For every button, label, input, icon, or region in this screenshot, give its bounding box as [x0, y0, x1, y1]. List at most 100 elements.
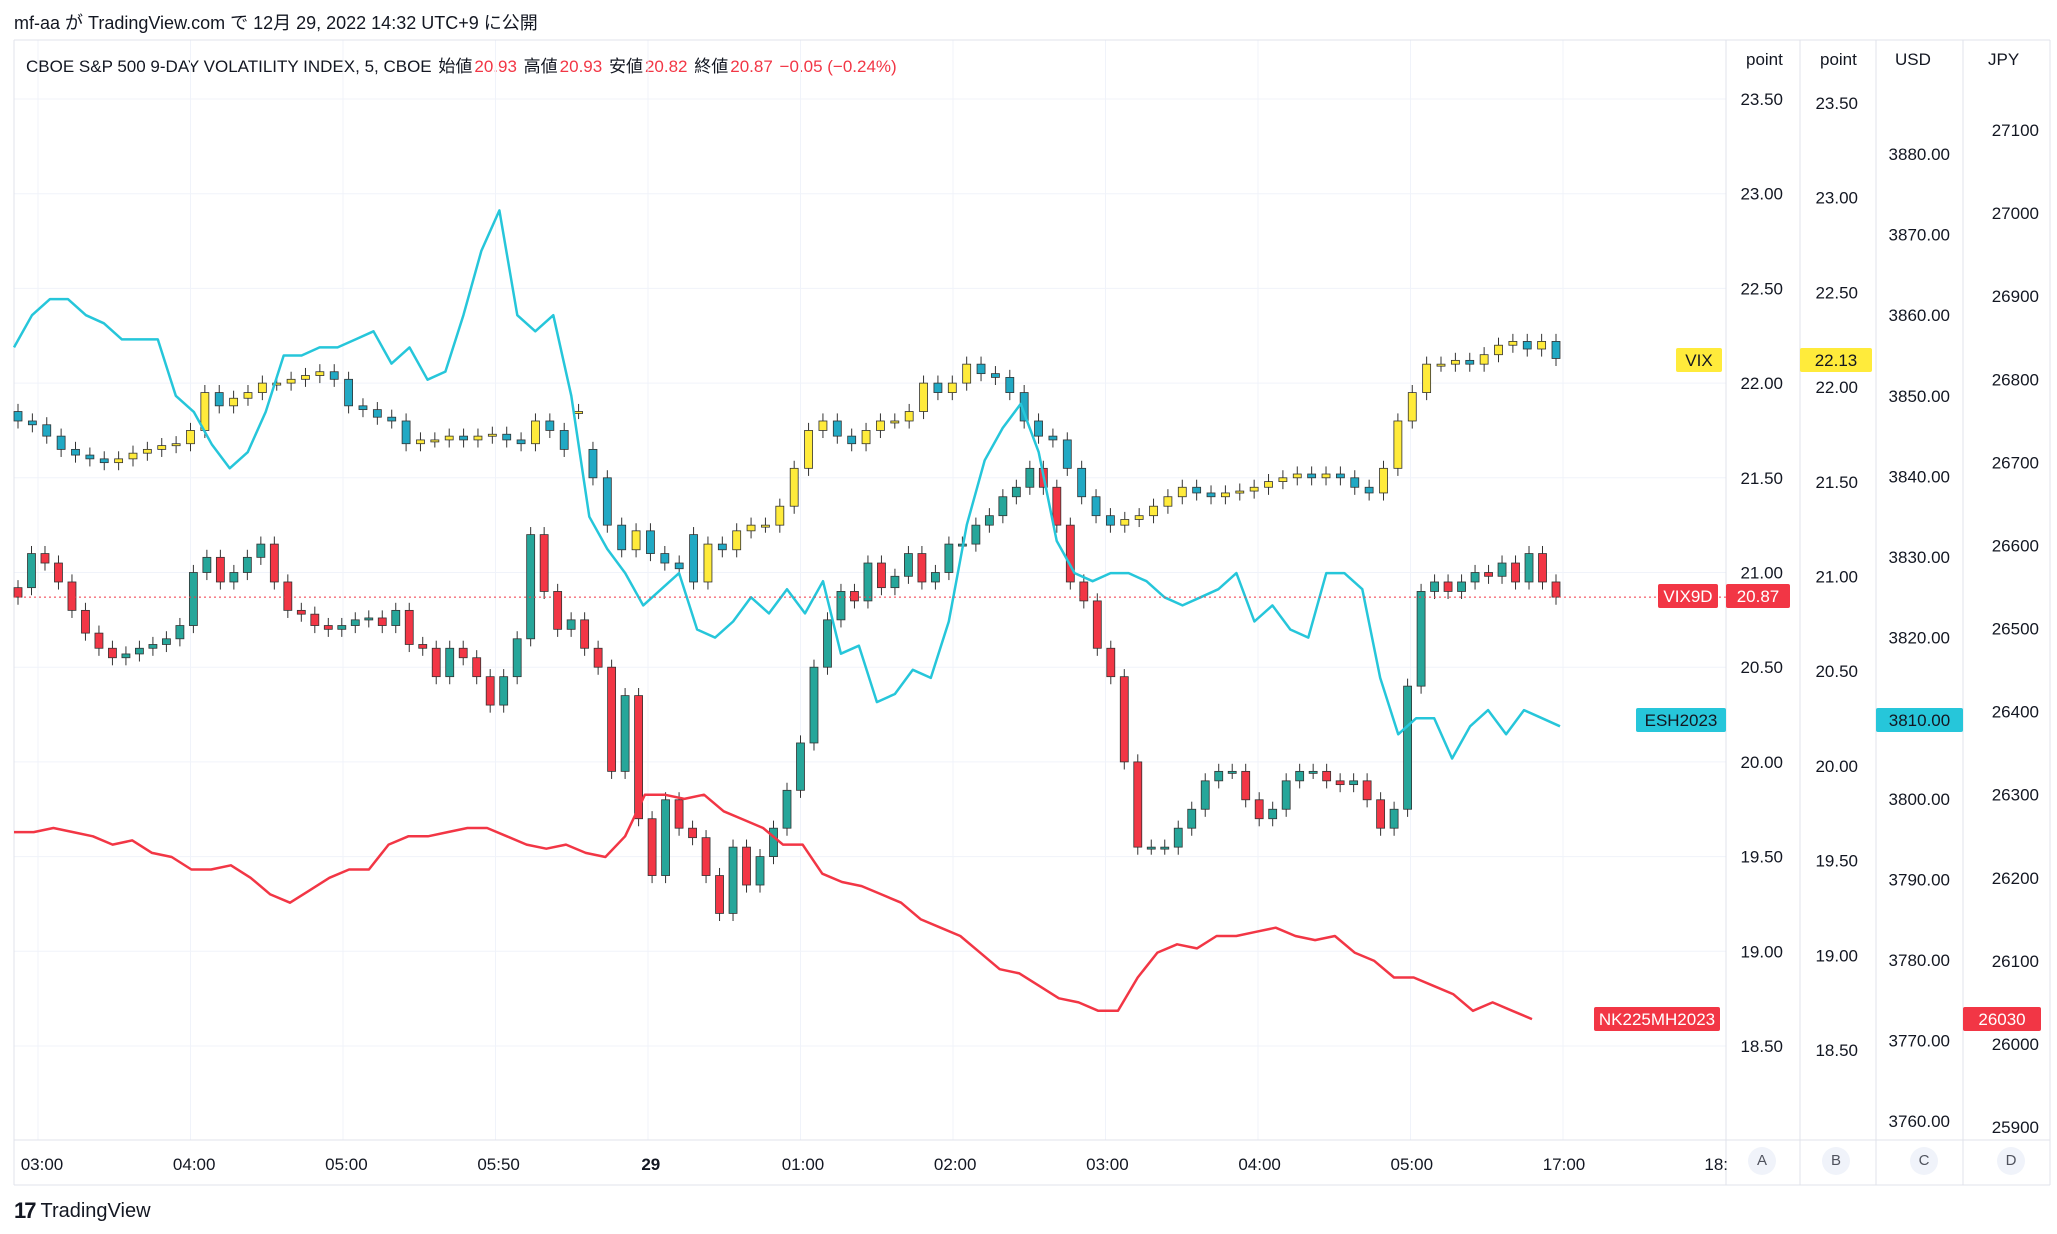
- vix9d-candle: [13, 587, 23, 598]
- vix-candle: [574, 411, 583, 414]
- scale-d-tick: 26300: [1992, 786, 2039, 805]
- time-axis-tick: 04:00: [1238, 1155, 1281, 1174]
- time-axis-tick: 03:00: [1086, 1155, 1129, 1174]
- vix-name-tag: VIX: [1685, 351, 1712, 370]
- vix-candle: [976, 363, 986, 375]
- vix-candle: [1508, 341, 1518, 346]
- vix9d-candle: [1497, 562, 1507, 577]
- vix-candle: [157, 445, 167, 450]
- vix9d-candle: [40, 553, 50, 564]
- vix9d-candle: [1416, 591, 1426, 687]
- vix-candle: [689, 534, 698, 583]
- vix9d-candle: [580, 619, 590, 649]
- scale-a-button[interactable]: A: [1748, 1147, 1776, 1175]
- vix9d-candle: [188, 572, 198, 626]
- vix-candle: [703, 543, 713, 583]
- scale-d-tick: 26900: [1992, 287, 2039, 306]
- vix9d-candle: [418, 644, 428, 649]
- time-axis-tick: 05:00: [325, 1155, 368, 1174]
- vix9d-candle: [1295, 770, 1305, 782]
- scale-a-tick: 18.50: [1740, 1037, 1783, 1056]
- vix9d-candle: [917, 553, 927, 583]
- vix-candle: [1522, 341, 1532, 350]
- vix-candle: [646, 530, 655, 554]
- vix9d-candle: [1389, 808, 1399, 829]
- scale-c-tick: 3770.00: [1889, 1032, 1950, 1051]
- vix-candle: [789, 467, 799, 507]
- vix-candle: [473, 435, 483, 441]
- scale-d-button[interactable]: D: [1997, 1147, 2025, 1175]
- scale-d-unit: JPY: [1988, 50, 2020, 69]
- vix-candle: [286, 378, 296, 384]
- scale-c-tick: 3880.00: [1889, 145, 1950, 164]
- vix-candle: [1077, 467, 1087, 498]
- vix9d-candle: [1254, 799, 1264, 820]
- vix-candle: [416, 439, 425, 445]
- vix-candle: [1062, 439, 1072, 469]
- vix-price-tag-bg: [1800, 348, 1872, 372]
- scale-b-tick: 23.00: [1815, 189, 1858, 208]
- vix-candle: [890, 420, 900, 424]
- vix9d-candle: [404, 609, 414, 645]
- vix9d-candle: [431, 647, 441, 678]
- scale-a-unit: point: [1746, 50, 1783, 69]
- vix-candle: [1134, 515, 1144, 520]
- scale-b-button[interactable]: B: [1822, 1147, 1850, 1175]
- vix-candle: [99, 458, 109, 464]
- vix-candle: [1235, 490, 1245, 494]
- vix9d-candle: [769, 827, 778, 858]
- vix9d-candle: [148, 644, 158, 649]
- scale-d-tick: 26800: [1992, 370, 2039, 389]
- vix9d-candle: [67, 581, 77, 611]
- vix9d-candle: [269, 543, 279, 583]
- vix-candle: [214, 392, 224, 407]
- vix9d-candle: [229, 572, 239, 583]
- legend-change: −0.05 (−0.24%): [779, 57, 897, 76]
- scale-a-tick: 19.00: [1740, 942, 1783, 961]
- scale-a-tick: 23.00: [1740, 185, 1783, 204]
- vix-candle: [1278, 477, 1288, 482]
- vix-candle: [1192, 486, 1202, 494]
- vix-candle: [962, 363, 972, 384]
- vix9d-candle: [323, 625, 333, 630]
- vix-candle: [1407, 392, 1417, 422]
- scale-d-tick: 26700: [1992, 453, 2039, 472]
- vix9d-candle: [391, 609, 401, 626]
- vix-candle: [85, 454, 95, 460]
- tradingview-logo[interactable]: 17 TradingView: [14, 1198, 151, 1224]
- scale-d-tick: 26200: [1992, 869, 2039, 888]
- vix9d-candle: [162, 638, 171, 645]
- vix9d-candle: [458, 647, 468, 659]
- vix-candle: [1321, 473, 1331, 479]
- vix-candle: [257, 382, 267, 393]
- vix9d-candle: [1106, 647, 1116, 678]
- vix9d-candle: [661, 799, 670, 876]
- legend-high: 20.93: [559, 57, 603, 76]
- vix-candle: [1206, 492, 1216, 498]
- vix-candle: [344, 378, 353, 407]
- vix-candle: [301, 375, 310, 380]
- esh2023-line: [12, 209, 1561, 760]
- vix9d-candle: [1160, 846, 1170, 850]
- vix-candle: [1221, 492, 1230, 498]
- vix-candle: [559, 430, 569, 450]
- vix9d-candle: [1322, 770, 1332, 782]
- scale-c-unit: USD: [1895, 50, 1931, 69]
- vix9d-candle: [202, 556, 212, 573]
- vix-candle: [487, 433, 497, 437]
- vix9d-candle: [566, 619, 576, 630]
- vix9d-candle: [1052, 486, 1062, 526]
- vix9d-candle: [1430, 581, 1439, 592]
- scale-d-tick: 26100: [1992, 952, 2039, 971]
- vix9d-candle: [944, 543, 954, 573]
- scale-c-button[interactable]: C: [1910, 1147, 1938, 1175]
- scale-d-tick: 27100: [1992, 121, 2039, 140]
- vix-candle: [1019, 392, 1029, 422]
- vix9d-candle: [971, 524, 981, 545]
- scale-c-tick: 3820.00: [1889, 629, 1950, 648]
- nk225mh2023-price-tag: 26030: [1978, 1010, 2025, 1029]
- tradingview-logo-icon: 17: [14, 1198, 37, 1223]
- vix9d-candle: [701, 837, 711, 876]
